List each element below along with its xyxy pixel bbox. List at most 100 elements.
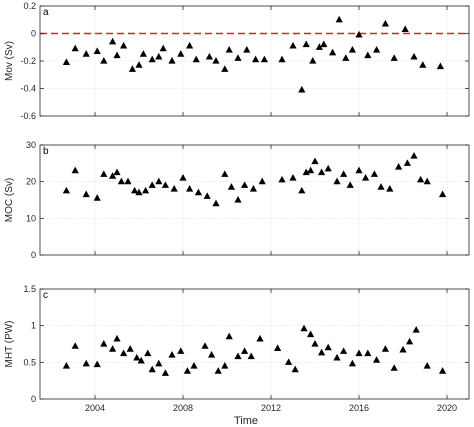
data-point-triangle: [109, 37, 117, 45]
data-point-triangle: [403, 159, 411, 166]
data-point-triangle: [148, 365, 156, 373]
x-tick-label: 2012: [261, 403, 281, 413]
data-point-triangle: [390, 364, 398, 371]
data-point-triangle: [436, 62, 444, 70]
y-axis-label: MHT (PW): [4, 320, 15, 367]
data-point-triangle: [82, 190, 90, 198]
data-point-triangle: [124, 177, 132, 185]
y-tick-label: 0.5: [23, 357, 36, 367]
data-point-triangle: [201, 342, 209, 349]
data-point-triangle: [155, 52, 163, 60]
data-point-triangle: [126, 345, 134, 352]
y-axis-label: Mov (Sv): [4, 41, 15, 81]
panel-letter-label: a: [43, 7, 49, 18]
data-point-triangle: [100, 57, 108, 64]
axes-frame: [39, 144, 470, 256]
data-point-triangle: [406, 337, 414, 345]
data-point-triangle: [62, 186, 70, 194]
axes-frame: [39, 288, 470, 400]
y-tick-label: 0.2: [23, 1, 36, 11]
data-point-triangle: [318, 168, 326, 176]
data-point-triangle: [410, 152, 418, 159]
data-point-triangle: [131, 186, 139, 194]
data-point-triangle: [370, 170, 378, 177]
data-point-triangle: [100, 170, 108, 177]
x-tick-label: 2016: [349, 403, 369, 413]
y-tick-label: 1.5: [23, 284, 36, 294]
data-point-triangle: [148, 55, 156, 63]
data-point-triangle: [117, 177, 125, 185]
data-point-triangle: [320, 40, 328, 48]
data-point-triangle: [278, 175, 286, 183]
data-point-triangle: [340, 170, 348, 177]
data-point-triangle: [221, 65, 229, 72]
data-point-triangle: [307, 166, 315, 174]
data-point-triangle: [93, 360, 101, 368]
data-point-triangle: [289, 41, 297, 49]
data-point-triangle: [177, 347, 185, 354]
data-point-triangle: [307, 330, 315, 338]
x-tick-label: 2004: [85, 403, 105, 413]
data-point-triangle: [82, 50, 90, 57]
data-point-triangle: [324, 164, 332, 172]
data-point-triangle: [71, 342, 79, 349]
data-point-triangle: [192, 55, 200, 63]
data-point-triangle: [62, 362, 70, 369]
data-point-triangle: [362, 174, 370, 181]
data-point-triangle: [249, 185, 257, 192]
data-point-triangle: [183, 367, 191, 374]
data-point-triangle: [234, 196, 242, 203]
data-point-triangle: [412, 326, 420, 333]
data-point-triangle: [324, 343, 332, 351]
panel-b-moc: 0 10 20 30 MOC (Sv) b: [4, 140, 470, 260]
data-point-triangle: [82, 359, 90, 367]
y-tick-label: 0: [31, 250, 36, 260]
data-point-triangle: [133, 353, 141, 361]
data-point-triangle: [247, 352, 255, 360]
data-point-triangle: [208, 351, 216, 358]
data-point-triangle: [113, 168, 121, 176]
data-point-triangle: [221, 170, 229, 177]
data-point-triangle: [212, 57, 220, 64]
data-point-triangle: [364, 349, 372, 357]
data-point-triangle: [252, 55, 260, 63]
data-point-triangle: [291, 365, 299, 373]
data-point-triangle: [243, 46, 251, 53]
data-point-triangle: [417, 175, 425, 183]
data-point-triangle: [234, 54, 242, 61]
data-point-triangle: [348, 359, 356, 367]
y-tick-label: -0.4: [20, 84, 36, 94]
data-point-triangle: [100, 340, 108, 347]
data-point-triangle: [179, 174, 187, 181]
data-point-triangle: [329, 48, 337, 56]
data-point-triangle: [93, 194, 101, 201]
data-point-triangle: [335, 15, 343, 23]
data-point-triangle: [419, 61, 427, 68]
data-point-triangle: [333, 177, 341, 185]
y-tick-label: 20: [26, 177, 36, 187]
data-point-triangle: [212, 199, 220, 207]
data-point-triangle: [71, 166, 79, 174]
data-point-triangle: [333, 353, 341, 361]
data-point-triangle: [177, 50, 185, 57]
data-point-triangle: [241, 347, 249, 354]
data-point-triangle: [401, 25, 409, 32]
data-point-triangle: [300, 324, 308, 332]
data-point-triangle: [190, 362, 198, 369]
data-point-triangle: [373, 356, 381, 363]
data-point-triangle: [109, 172, 117, 179]
data-point-triangle: [258, 177, 266, 185]
data-point-triangle: [71, 44, 79, 52]
data-point-triangle: [260, 55, 268, 63]
data-point-triangle: [144, 349, 152, 357]
data-point-triangle: [399, 345, 407, 353]
data-point-triangle: [93, 47, 101, 54]
data-point-triangle: [186, 185, 194, 192]
x-tick-label: 2020: [437, 403, 457, 413]
data-point-triangle: [439, 367, 447, 374]
data-point-triangle: [439, 190, 447, 198]
data-point-triangle: [168, 351, 176, 358]
x-tick-label: 2008: [173, 403, 193, 413]
data-point-triangle: [128, 65, 136, 72]
